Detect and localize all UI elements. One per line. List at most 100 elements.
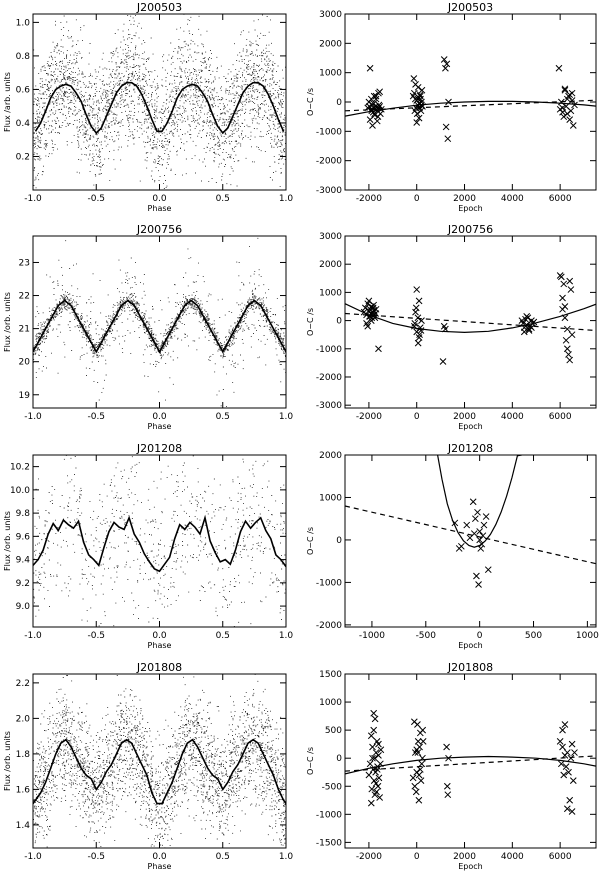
timing-residual-point: [562, 763, 570, 770]
timing-residual-point: [375, 740, 382, 748]
y-axis-label: O−C /s: [306, 747, 315, 775]
timing-residual-point: [414, 339, 422, 347]
x-tick-label: 4000: [501, 852, 524, 862]
x-tick-label: -2000: [356, 194, 382, 204]
x-tick-label: 0: [414, 194, 420, 204]
timing-residual-point: [571, 101, 578, 109]
x-axis-label: Epoch: [458, 204, 483, 213]
timing-residual-point: [563, 805, 571, 813]
timing-residual-point: [565, 351, 572, 358]
linear-fit-line: [345, 312, 596, 332]
timing-residual-point: [412, 81, 419, 88]
chart-panel-3: -1.0 -0.5 0.0 0.5 1.0 19 20 21 22 23 J200756 Phase F…: [3, 223, 293, 431]
timing-residual-point: [559, 743, 566, 751]
y-tick-label: 1000: [319, 69, 342, 79]
x-tick-label: 0.0: [152, 631, 167, 641]
chart-panel-1: -1.0 -0.5 0.0 0.5 1.0 0.2 0.4 0.6 0.8 1.0 J200503 P…: [3, 1, 293, 213]
y-tick-label: 1.8: [16, 750, 31, 760]
y-tick-label: 0: [336, 754, 342, 764]
timing-residual-point: [374, 782, 382, 790]
timing-residual-point: [443, 782, 451, 790]
timing-residual-point: [568, 740, 576, 748]
x-tick-label: 2000: [453, 194, 476, 204]
y-axis-label: Flux /orb. units: [3, 511, 12, 571]
timing-residual-point: [561, 85, 569, 93]
y-tick-label: 2.0: [16, 714, 31, 724]
x-tick-label: -0.5: [87, 631, 105, 641]
chart-title: J201208: [447, 442, 493, 455]
binned-light-curve: [33, 299, 286, 354]
timing-residual-point: [567, 754, 575, 762]
x-tick-label: -1.0: [24, 412, 42, 422]
y-axis-label: Flux /orb. units: [3, 292, 12, 352]
timing-residual-point: [563, 345, 571, 353]
timing-residual-point: [367, 732, 375, 740]
plot-area: [345, 709, 596, 815]
y-tick-label: 500: [325, 726, 342, 736]
timing-residual-point: [557, 273, 565, 281]
plot-frame: [32, 673, 287, 849]
timing-residual-point: [370, 777, 378, 784]
timing-residual-point: [569, 122, 577, 129]
plot-frame: [344, 673, 597, 849]
y-tick-label: 9.2: [16, 579, 30, 589]
timing-residual-point: [375, 752, 382, 759]
y-tick-label: 19: [19, 391, 31, 401]
timing-residual-point: [475, 581, 482, 588]
x-tick-label: 1.0: [279, 852, 294, 862]
timing-residual-point: [565, 768, 572, 776]
y-tick-label: -2000: [316, 373, 342, 383]
y-tick-label: 2000: [319, 451, 342, 461]
timing-residual-point: [568, 331, 576, 339]
y-tick-label: 1.6: [16, 785, 31, 795]
timing-residual-point: [367, 95, 375, 103]
data-point-cloud: [33, 237, 286, 408]
timing-residual-point: [409, 774, 417, 782]
x-axis-label: Epoch: [458, 422, 483, 431]
timing-residual-point: [361, 304, 369, 312]
timing-residual-point: [444, 135, 452, 143]
y-tick-label: -2000: [316, 157, 342, 167]
timing-residual-point: [375, 101, 383, 109]
x-tick-label: 0.0: [152, 852, 167, 862]
timing-residual-point: [415, 297, 423, 305]
timing-residual-point: [520, 328, 528, 336]
plot-area: [33, 14, 286, 190]
x-tick-label: 0: [414, 852, 420, 862]
timing-residual-point: [373, 117, 381, 125]
x-axis-label: Phase: [148, 422, 172, 431]
timing-residual-point: [566, 116, 574, 123]
timing-residual-point: [377, 746, 385, 754]
y-tick-label: -1000: [316, 127, 342, 137]
x-tick-label: -1.0: [24, 631, 42, 641]
timing-residual-point: [555, 64, 563, 72]
y-tick-label: 20: [19, 358, 31, 368]
y-tick-label: -1500: [316, 838, 342, 848]
timing-residual-point: [412, 788, 420, 796]
timing-residual-point: [375, 774, 383, 782]
timing-residual-point: [370, 301, 378, 309]
y-tick-label: 1.0: [16, 18, 31, 28]
y-tick-label: -2000: [316, 621, 342, 631]
y-tick-label: 0: [336, 536, 342, 546]
y-tick-label: 22: [19, 292, 30, 302]
plot-area: [345, 272, 596, 365]
timing-residual-point: [457, 542, 465, 550]
timing-residual-point: [568, 97, 576, 104]
y-axis-label: Flux /arb. units: [3, 72, 12, 132]
timing-residual-point: [371, 791, 379, 799]
chart-panel-4: -2000 0 2000 4000 6000 -3000 -2000 -1000 0 1000 20…: [306, 223, 597, 431]
timing-residual-point: [484, 566, 492, 574]
y-tick-label: 23: [19, 258, 30, 268]
timing-residual-point: [372, 95, 380, 103]
binned-light-curve: [34, 81, 285, 135]
y-tick-label: 9.8: [16, 509, 31, 519]
x-tick-label: -1000: [359, 631, 385, 641]
x-tick-label: -2000: [356, 852, 382, 862]
timing-residual-point: [367, 799, 375, 807]
x-tick-label: 0.5: [216, 631, 230, 641]
linear-fit-line: [345, 99, 596, 112]
timing-residual-point: [445, 98, 452, 106]
timing-residual-point: [523, 313, 531, 320]
timing-residual-point: [372, 305, 380, 313]
